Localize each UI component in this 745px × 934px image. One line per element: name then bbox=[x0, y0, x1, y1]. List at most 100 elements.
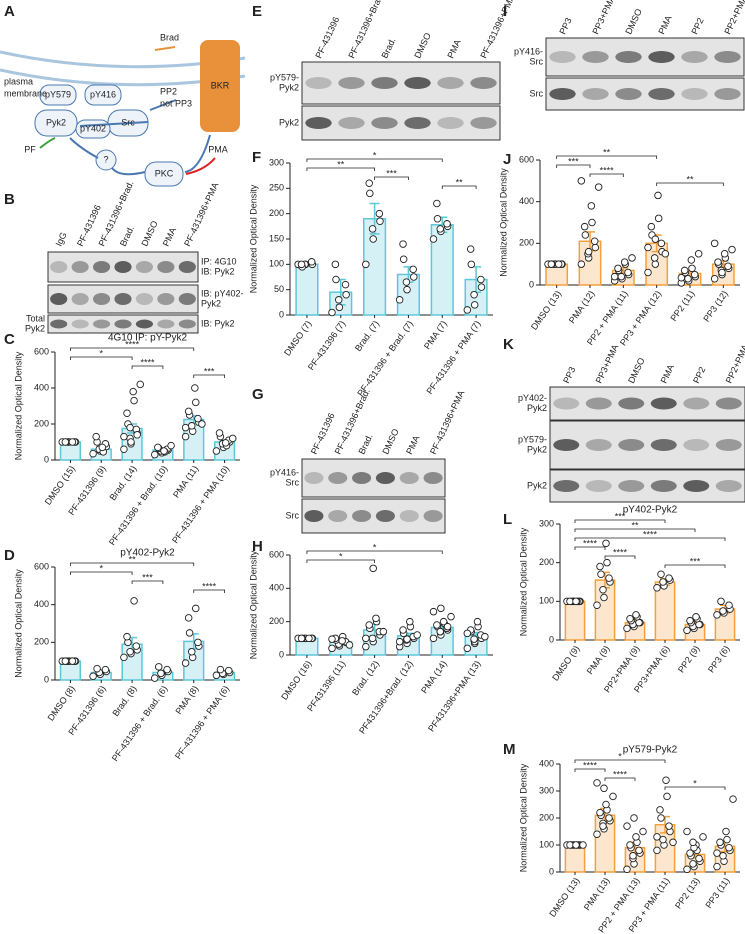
data-point bbox=[579, 841, 587, 849]
data-point bbox=[436, 225, 445, 233]
data-point bbox=[653, 833, 661, 841]
data-point bbox=[596, 562, 604, 571]
blot-band bbox=[585, 397, 612, 410]
data-point bbox=[410, 273, 418, 281]
lane-label: DMSO bbox=[412, 31, 432, 60]
panel-label: J bbox=[503, 151, 511, 168]
row-label: Src bbox=[530, 56, 544, 66]
data-point bbox=[429, 634, 438, 643]
blot-band bbox=[371, 77, 398, 89]
data-point bbox=[123, 632, 131, 641]
y-tick-label: 300 bbox=[269, 157, 284, 167]
data-point bbox=[692, 613, 700, 621]
data-point bbox=[588, 218, 596, 227]
data-point bbox=[372, 614, 380, 623]
receptor-shape bbox=[200, 40, 240, 132]
significance-bracket bbox=[306, 167, 375, 171]
lane-label: PP3+PMA bbox=[594, 343, 621, 385]
y-tick-label: 200 bbox=[519, 238, 534, 248]
panel-label: E bbox=[252, 3, 262, 20]
data-point bbox=[328, 308, 336, 317]
data-point bbox=[328, 644, 336, 653]
blot-band bbox=[437, 77, 464, 89]
y-tick-label: 0 bbox=[529, 279, 534, 289]
x-tick-label: PP3 (11) bbox=[703, 876, 731, 910]
node bbox=[144, 161, 184, 187]
panel-label: C bbox=[4, 331, 15, 348]
data-point bbox=[624, 268, 632, 277]
data-point bbox=[663, 792, 671, 801]
row-label: Src bbox=[286, 477, 300, 487]
x-tick-label: PMA (11) bbox=[171, 464, 200, 500]
row-label: Pyk2 bbox=[279, 117, 299, 127]
blot-band bbox=[681, 88, 708, 100]
data-point bbox=[572, 841, 580, 849]
blot-band bbox=[50, 319, 68, 329]
data-point bbox=[154, 443, 162, 452]
significance-label: **** bbox=[613, 547, 628, 557]
data-point bbox=[717, 597, 725, 606]
data-point bbox=[669, 838, 677, 847]
significance-bracket bbox=[306, 550, 443, 554]
significance-bracket bbox=[70, 562, 195, 566]
row-label: Pyk2 bbox=[527, 444, 547, 454]
significance-label: *** bbox=[615, 511, 626, 521]
blot-band bbox=[618, 480, 645, 492]
significance-label: **** bbox=[125, 339, 140, 349]
data-point bbox=[365, 621, 373, 629]
blot-band bbox=[714, 88, 741, 100]
y-tick-label: 300 bbox=[539, 785, 554, 795]
lane-label: Brad. bbox=[118, 224, 136, 248]
data-point bbox=[123, 409, 131, 417]
data-point bbox=[331, 260, 340, 269]
data-point bbox=[686, 616, 694, 625]
significance-label: * bbox=[339, 551, 343, 561]
y-tick-label: 200 bbox=[34, 418, 49, 428]
y-tick-label: 100 bbox=[539, 839, 554, 849]
blot-band bbox=[375, 510, 395, 522]
data-point bbox=[593, 830, 601, 838]
blot-band bbox=[157, 319, 175, 329]
bar bbox=[295, 263, 319, 316]
pma-arrow bbox=[185, 157, 216, 175]
significance-label: ** bbox=[337, 159, 345, 169]
significance-label: ** bbox=[129, 554, 137, 564]
significance-label: ** bbox=[631, 520, 639, 530]
blot-band bbox=[328, 510, 348, 522]
blot-strip bbox=[549, 386, 745, 421]
blot-band bbox=[114, 293, 132, 305]
blot-band bbox=[615, 88, 642, 100]
data-point bbox=[224, 666, 233, 675]
data-point bbox=[221, 439, 230, 447]
panel-label: F bbox=[252, 149, 261, 166]
data-point bbox=[654, 214, 663, 223]
significance-bracket bbox=[374, 176, 409, 180]
blot-band bbox=[404, 77, 431, 89]
inhibitor-label: not PP3 bbox=[160, 98, 192, 108]
x-tick-label: PMA (12) bbox=[567, 289, 597, 325]
blot-band bbox=[178, 293, 196, 305]
significance-bracket bbox=[574, 768, 606, 772]
data-point bbox=[635, 846, 643, 855]
data-point bbox=[609, 792, 617, 801]
data-point bbox=[554, 260, 563, 268]
x-tick-label: DMSO (7) bbox=[282, 319, 313, 358]
ligand-label: Brad bbox=[160, 32, 179, 42]
data-point bbox=[629, 852, 637, 860]
blot-strip bbox=[301, 458, 446, 498]
blot-band bbox=[93, 293, 111, 305]
blot-band bbox=[437, 117, 464, 129]
data-point bbox=[719, 852, 727, 860]
node-label: pY402 bbox=[80, 123, 106, 133]
x-tick-label: PMA (13) bbox=[582, 876, 612, 912]
blot-band bbox=[715, 397, 742, 410]
lane-label: PP2 bbox=[689, 16, 705, 36]
x-tick-label: PP2 (11) bbox=[668, 289, 696, 323]
data-point bbox=[120, 445, 128, 453]
row-label: Pyk2 bbox=[279, 82, 299, 92]
data-point bbox=[406, 617, 414, 626]
data-point bbox=[584, 247, 593, 256]
data-point bbox=[129, 387, 137, 396]
data-point bbox=[68, 438, 77, 446]
